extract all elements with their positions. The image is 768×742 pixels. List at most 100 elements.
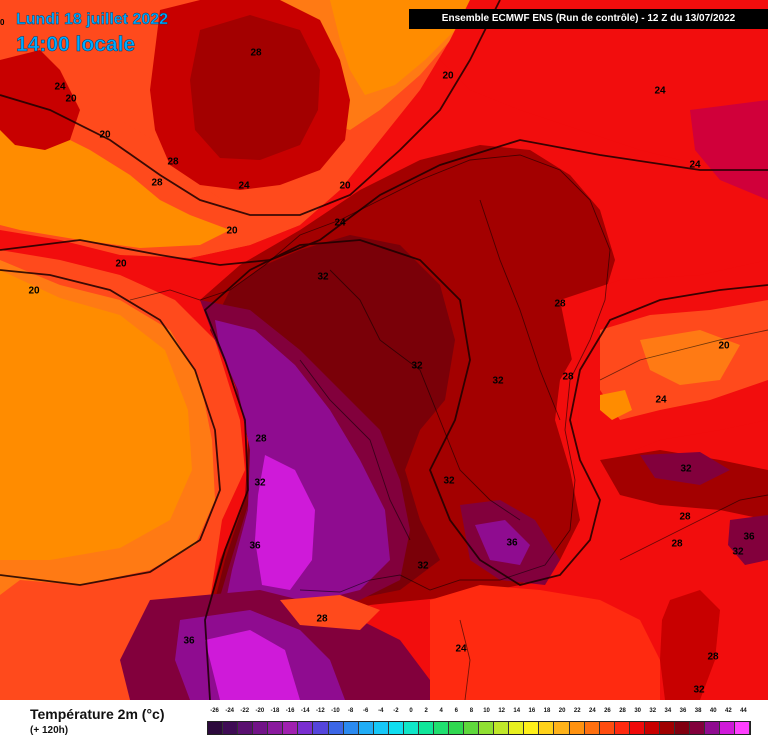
legend-tick-label: 38 (694, 708, 702, 714)
legend-swatch (494, 722, 510, 734)
legend-swatch (403, 722, 419, 734)
legend-swatch (735, 722, 751, 734)
date-label: Lundi 18 juillet 2022 (16, 11, 169, 28)
legend-tick-label: 42 (724, 708, 732, 714)
legend-tick-label: 34 (664, 708, 672, 714)
legend-swatch (539, 722, 555, 734)
legend-swatch (509, 722, 525, 734)
legend-tick-label: -2 (393, 708, 399, 714)
legend-tick-label: 8 (469, 708, 474, 714)
isotherm-label: 32 (443, 475, 455, 487)
legend: Température 2m (°c) (+ 120h) -26 -24 -22 -2… (0, 700, 768, 742)
isotherm-label: 20 (718, 340, 730, 352)
legend-tick-label: 28 (619, 708, 626, 714)
legend-tick-label: -26 (210, 708, 219, 714)
model-info-box: Ensemble ECMWF ENS (Run de contrôle) - 1… (409, 9, 768, 29)
legend-tick-label: 0 (409, 708, 413, 714)
isotherm-label: 20 (28, 285, 40, 297)
legend-subtitle: (+ 120h) (30, 725, 69, 736)
legend-swatch (238, 722, 254, 734)
isotherm-label: 36 (506, 537, 518, 549)
legend-tick-label: -8 (347, 708, 354, 714)
legend-swatch (644, 722, 660, 734)
isotherm-label: 32 (417, 560, 429, 572)
legend-swatch (720, 722, 736, 734)
legend-tick-label: 44 (740, 708, 747, 714)
isotherm-label: 28 (562, 371, 574, 383)
legend-tick-label: -14 (300, 708, 310, 714)
legend-colorbar (207, 721, 751, 735)
legend-tick-label: 18 (543, 708, 551, 714)
legend-swatch (253, 722, 269, 734)
legend-tick-label: 32 (649, 708, 657, 714)
isotherm-label: 32 (254, 477, 266, 489)
isotherm-label: 28 (679, 511, 691, 523)
legend-tick-label: 26 (604, 708, 611, 714)
isotherm-label: 28 (554, 298, 566, 310)
legend-swatch (569, 722, 585, 734)
isotherm-label: 24 (238, 180, 250, 192)
isotherm-label: 20 (99, 129, 111, 141)
isotherm-label: 24 (54, 81, 66, 93)
isotherm-label: 20 (339, 180, 351, 192)
edge-label: 0 (0, 18, 5, 27)
legend-swatch (328, 722, 344, 734)
legend-swatch (674, 722, 690, 734)
isotherm-label: 28 (151, 177, 163, 189)
legend-tick-label: 14 (513, 708, 521, 714)
legend-tick-label: -4 (378, 708, 384, 714)
legend-tick-label: 6 (454, 708, 458, 714)
legend-swatch (614, 722, 630, 734)
legend-swatch (208, 722, 224, 734)
legend-swatch (629, 722, 645, 734)
legend-tick-label: -20 (255, 708, 265, 714)
legend-swatch (283, 722, 299, 734)
legend-tick-label: -12 (315, 708, 325, 714)
legend-swatch (298, 722, 314, 734)
isotherm-label: 28 (316, 613, 328, 625)
isotherm-label: 32 (411, 360, 423, 372)
isotherm-label: 28 (255, 433, 267, 445)
legend-tick-label: -16 (285, 708, 295, 714)
legend-swatch (343, 722, 359, 734)
isotherm-label: 36 (183, 635, 195, 647)
legend-swatch (479, 722, 495, 734)
legend-swatch (373, 722, 389, 734)
legend-tick-label: -10 (331, 708, 340, 714)
legend-tick-label: 10 (483, 708, 490, 714)
legend-swatch (388, 722, 404, 734)
legend-tick-label: -22 (240, 708, 250, 714)
legend-tick-label: -18 (270, 708, 280, 714)
isotherm-label: 32 (732, 546, 744, 558)
isotherm-label: 20 (65, 93, 77, 105)
legend-tick-label: 36 (679, 708, 687, 714)
legend-tick-label: -24 (225, 708, 234, 714)
legend-swatch (599, 722, 615, 734)
legend-swatch (464, 722, 480, 734)
legend-swatch (659, 722, 675, 734)
isotherm-label: 24 (689, 159, 701, 171)
legend-ticks: -26 -24 -22 -20 -18 -16 -14 -12 -10 -8 -6 -4 -2 0 2 4 6 8… (207, 708, 751, 718)
legend-swatch (584, 722, 600, 734)
legend-tick-label: 20 (558, 708, 566, 714)
isotherm-label: 28 (250, 47, 262, 59)
isotherm-label: 20 (226, 225, 238, 237)
legend-tick-label: 40 (709, 708, 717, 714)
legend-swatch (268, 722, 284, 734)
legend-swatch (554, 722, 570, 734)
isotherm-label: 32 (680, 463, 692, 475)
isotherm-label: 24 (654, 85, 666, 97)
legend-swatch (223, 722, 239, 734)
isotherm-label: 24 (655, 394, 667, 406)
isotherm-label: 36 (249, 540, 261, 552)
isotherm-label: 28 (671, 538, 683, 550)
isotherm-label: 28 (167, 156, 179, 168)
isotherm-label: 28 (707, 651, 719, 663)
legend-swatch (705, 722, 721, 734)
isotherm-label: 20 (442, 70, 454, 82)
legend-swatch (690, 722, 706, 734)
isotherm-label: 32 (693, 684, 705, 696)
legend-swatch (313, 722, 329, 734)
isotherm-label: 36 (743, 531, 755, 543)
legend-swatch (433, 722, 449, 734)
